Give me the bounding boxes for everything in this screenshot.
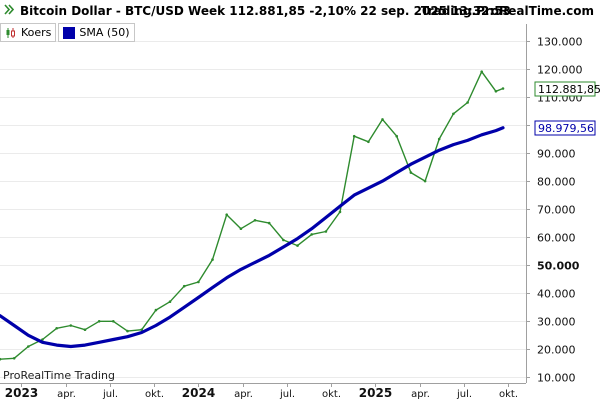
price-point <box>140 328 143 332</box>
price-point <box>69 324 73 327</box>
price-point <box>126 329 129 333</box>
x-axis-ticks: 2023 apr. jul. okt. 2024 apr. jul. okt. 2025 apr.… <box>5 383 518 400</box>
price-point <box>452 112 455 116</box>
price-point <box>437 137 441 141</box>
price-point <box>97 320 101 323</box>
price-point <box>0 357 2 361</box>
price-point <box>225 213 228 216</box>
site-name: Trading.ProRealTime.com <box>420 4 594 18</box>
legend-item-sma[interactable]: SMA (50) <box>58 23 135 42</box>
y-tick-label: 60.000 <box>537 232 576 245</box>
price-point <box>239 227 243 230</box>
price-point <box>423 179 427 183</box>
price-point <box>324 230 328 233</box>
y-tick-label: 50.000 <box>537 260 580 273</box>
y-tick-label: 20.000 <box>537 344 576 357</box>
price-point <box>296 244 299 247</box>
price-point <box>197 280 200 284</box>
price-point <box>480 70 484 73</box>
x-tick-label: 2024 <box>182 386 215 400</box>
price-point <box>211 258 214 261</box>
sma-50-line <box>0 126 505 349</box>
x-tick-label: 2023 <box>5 386 38 400</box>
price-point <box>168 300 172 304</box>
y-tick-label: 70.000 <box>537 204 576 217</box>
legend-label-sma: SMA (50) <box>79 26 130 39</box>
chevron-icon[interactable] <box>3 3 14 16</box>
instrument-title: Bitcoin Dollar - BTC/USD Week 112.881,85… <box>20 4 511 18</box>
price-point <box>338 210 342 214</box>
x-tick-label: okt. <box>145 389 164 400</box>
price-point <box>12 357 16 360</box>
legend-item-koers[interactable]: Koers <box>0 23 57 42</box>
plot-area-background <box>0 0 526 383</box>
legend: Koers SMA (50) <box>0 23 137 42</box>
x-tick-label: apr. <box>57 389 76 400</box>
x-tick-label: apr. <box>234 389 253 400</box>
price-point <box>501 87 505 90</box>
y-tick-label: 40.000 <box>537 288 576 301</box>
price-point <box>282 238 285 242</box>
x-tick-label: jul. <box>102 389 118 400</box>
legend-label-koers: Koers <box>21 26 52 39</box>
price-point <box>352 134 356 138</box>
color-swatch <box>63 26 76 39</box>
price-label-sma: 98.979,56 <box>534 120 596 136</box>
y-tick-label: 130.000 <box>537 36 583 49</box>
y-tick-label: 10.000 <box>537 372 576 385</box>
price-point <box>267 221 271 225</box>
price-point <box>83 328 87 332</box>
price-point <box>154 308 158 312</box>
price-point <box>310 233 314 236</box>
price-point <box>112 320 115 323</box>
svg-text:112.881,85: 112.881,85 <box>538 83 600 96</box>
price-point <box>253 219 257 222</box>
y-tick-label: 120.000 <box>537 64 583 77</box>
y-tick-label: 30.000 <box>537 316 576 329</box>
x-tick-label: okt. <box>322 389 341 400</box>
price-point <box>466 101 469 104</box>
series-layer <box>0 70 505 361</box>
x-tick-label: okt. <box>499 389 518 400</box>
x-tick-label: jul. <box>456 389 472 400</box>
x-tick-label: apr. <box>411 389 430 400</box>
price-point <box>367 140 370 144</box>
svg-text:98.979,56: 98.979,56 <box>538 122 594 135</box>
price-point <box>381 118 384 121</box>
x-tick-label: jul. <box>279 389 295 400</box>
price-point <box>27 345 30 348</box>
y-tick-label: 90.000 <box>537 148 576 161</box>
price-point <box>41 338 44 341</box>
candlestick-icon <box>6 27 15 38</box>
y-gridlines <box>0 41 526 378</box>
price-point <box>494 90 498 93</box>
price-point <box>395 134 399 138</box>
price-point <box>182 284 186 288</box>
watermark: ProRealTime Trading <box>3 369 115 382</box>
price-point <box>409 171 413 174</box>
x-tick-label: 2025 <box>359 386 392 400</box>
price-point <box>55 327 58 330</box>
price-label-koers: 112.881,85 <box>534 81 600 97</box>
price-labels: 112.881,85 98.979,56 <box>534 81 600 136</box>
y-tick-label: 80.000 <box>537 176 576 189</box>
